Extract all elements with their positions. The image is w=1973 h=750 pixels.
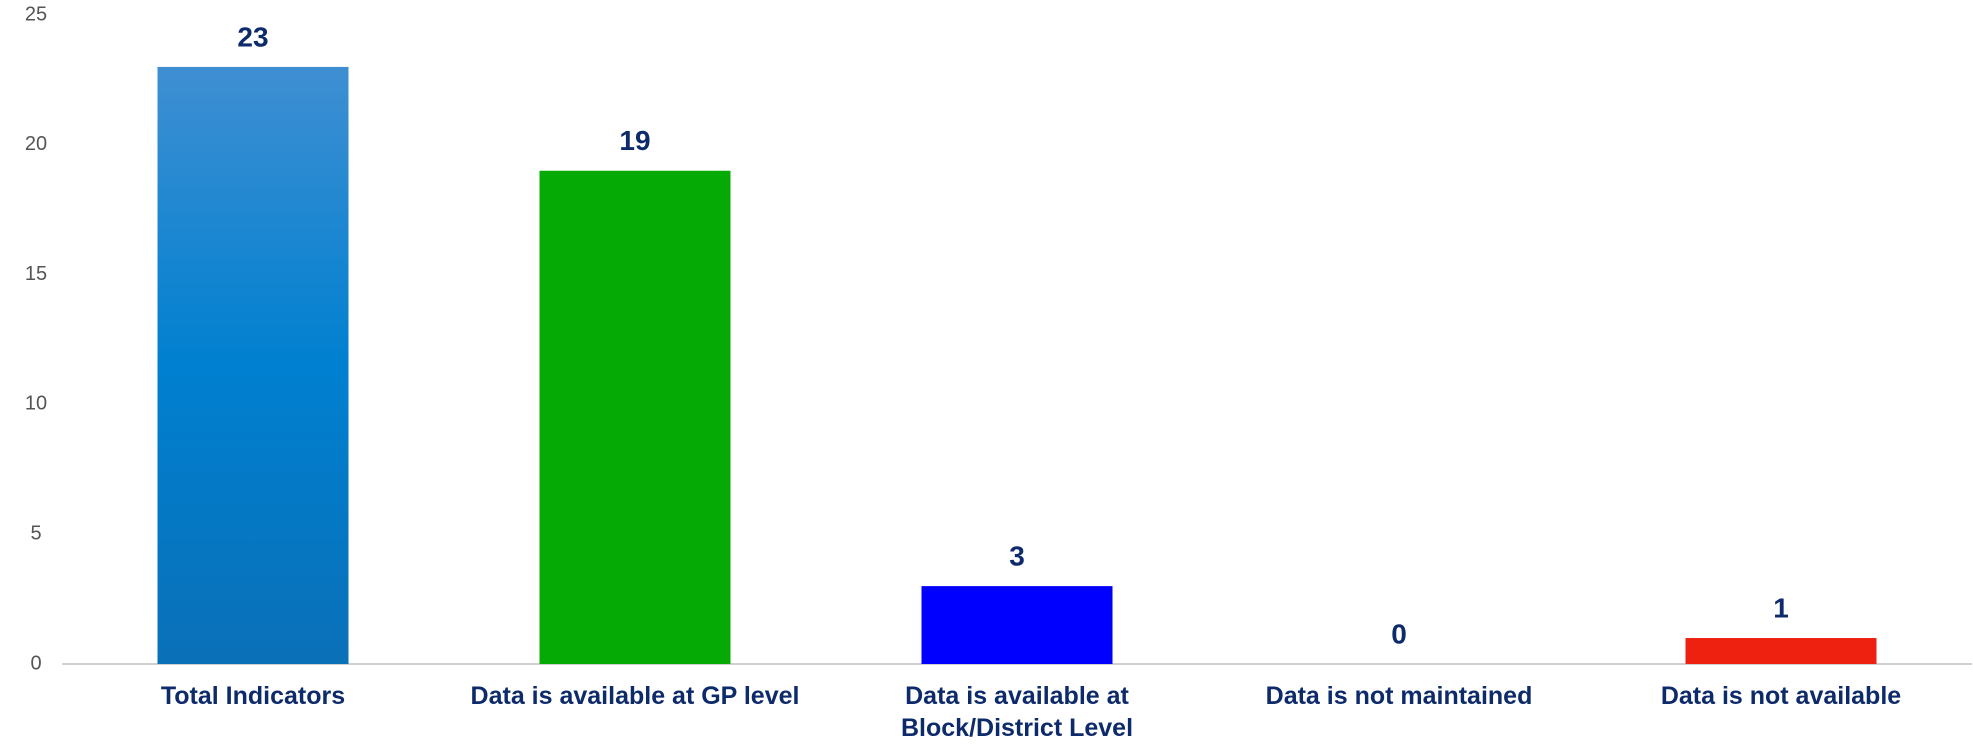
y-tick-label: 15 <box>25 263 47 285</box>
x-tick-label: Data is not available <box>1660 682 1902 710</box>
data-label: 0 <box>1391 618 1407 649</box>
bar <box>157 66 349 665</box>
y-tick-label: 0 <box>30 652 41 674</box>
data-label: 3 <box>1009 541 1025 572</box>
bar <box>921 586 1113 664</box>
x-tick-label: Total Indicators <box>160 682 346 710</box>
y-tick-label: 5 <box>30 522 41 544</box>
bar <box>539 170 731 664</box>
x-tick-label: Data is available at Block/District Leve… <box>900 682 1134 742</box>
y-tick-label: 10 <box>25 393 47 415</box>
y-tick-label: 25 <box>25 3 47 25</box>
data-label: 1 <box>1773 592 1789 623</box>
y-tick-label: 20 <box>25 133 47 155</box>
bar <box>1685 638 1877 664</box>
data-label: 19 <box>619 125 650 156</box>
x-tick-label: Data is available at GP level <box>470 682 800 710</box>
x-tick-label: Data is not maintained <box>1265 682 1533 710</box>
data-label: 23 <box>237 21 268 52</box>
